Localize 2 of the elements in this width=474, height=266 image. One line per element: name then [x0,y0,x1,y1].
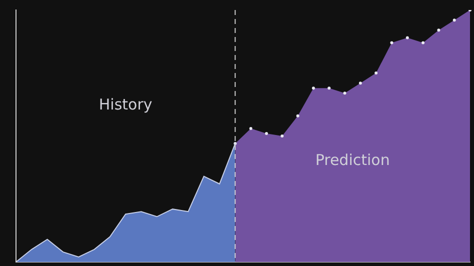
annotation: History [98,96,152,114]
annotation: Prediction [315,151,390,170]
